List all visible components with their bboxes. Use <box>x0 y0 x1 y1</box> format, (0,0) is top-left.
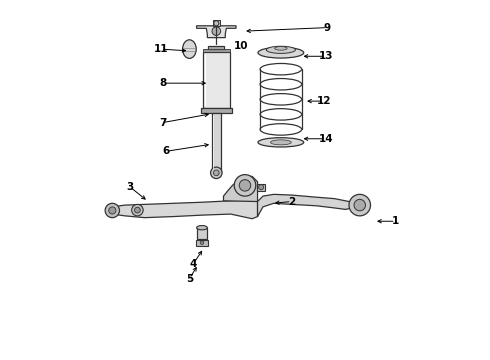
Text: 7: 7 <box>159 118 166 128</box>
Polygon shape <box>258 194 353 217</box>
Ellipse shape <box>196 226 207 230</box>
Circle shape <box>214 170 219 176</box>
Text: 12: 12 <box>317 96 331 106</box>
Polygon shape <box>212 113 220 173</box>
Circle shape <box>211 167 222 179</box>
Text: 6: 6 <box>163 146 170 156</box>
Circle shape <box>109 207 116 214</box>
Polygon shape <box>196 26 236 38</box>
Polygon shape <box>203 49 230 52</box>
Circle shape <box>105 203 120 218</box>
Polygon shape <box>196 240 208 246</box>
Text: 5: 5 <box>186 274 193 284</box>
Text: 2: 2 <box>288 197 295 207</box>
Ellipse shape <box>258 138 304 147</box>
Text: 10: 10 <box>234 41 248 50</box>
Text: 8: 8 <box>159 78 166 88</box>
Circle shape <box>132 204 143 216</box>
Text: 9: 9 <box>324 23 331 33</box>
Text: 14: 14 <box>318 134 333 144</box>
Polygon shape <box>112 200 258 219</box>
Text: 13: 13 <box>318 51 333 61</box>
Circle shape <box>200 241 204 244</box>
Ellipse shape <box>270 140 291 145</box>
Polygon shape <box>200 108 232 113</box>
Text: 11: 11 <box>153 44 168 54</box>
Circle shape <box>234 175 256 196</box>
Text: 1: 1 <box>392 216 399 226</box>
Circle shape <box>135 207 140 213</box>
Polygon shape <box>197 228 207 239</box>
Text: 3: 3 <box>126 182 134 192</box>
Ellipse shape <box>258 47 304 58</box>
Ellipse shape <box>274 46 287 50</box>
Ellipse shape <box>183 40 196 58</box>
Polygon shape <box>208 45 224 52</box>
Circle shape <box>259 185 264 190</box>
Polygon shape <box>213 21 220 26</box>
Circle shape <box>239 180 251 191</box>
Polygon shape <box>223 176 258 202</box>
Polygon shape <box>203 52 230 108</box>
Polygon shape <box>257 184 266 191</box>
Circle shape <box>354 199 366 211</box>
Circle shape <box>212 27 220 36</box>
Ellipse shape <box>266 46 295 53</box>
Circle shape <box>349 194 370 216</box>
Text: 4: 4 <box>189 259 196 269</box>
